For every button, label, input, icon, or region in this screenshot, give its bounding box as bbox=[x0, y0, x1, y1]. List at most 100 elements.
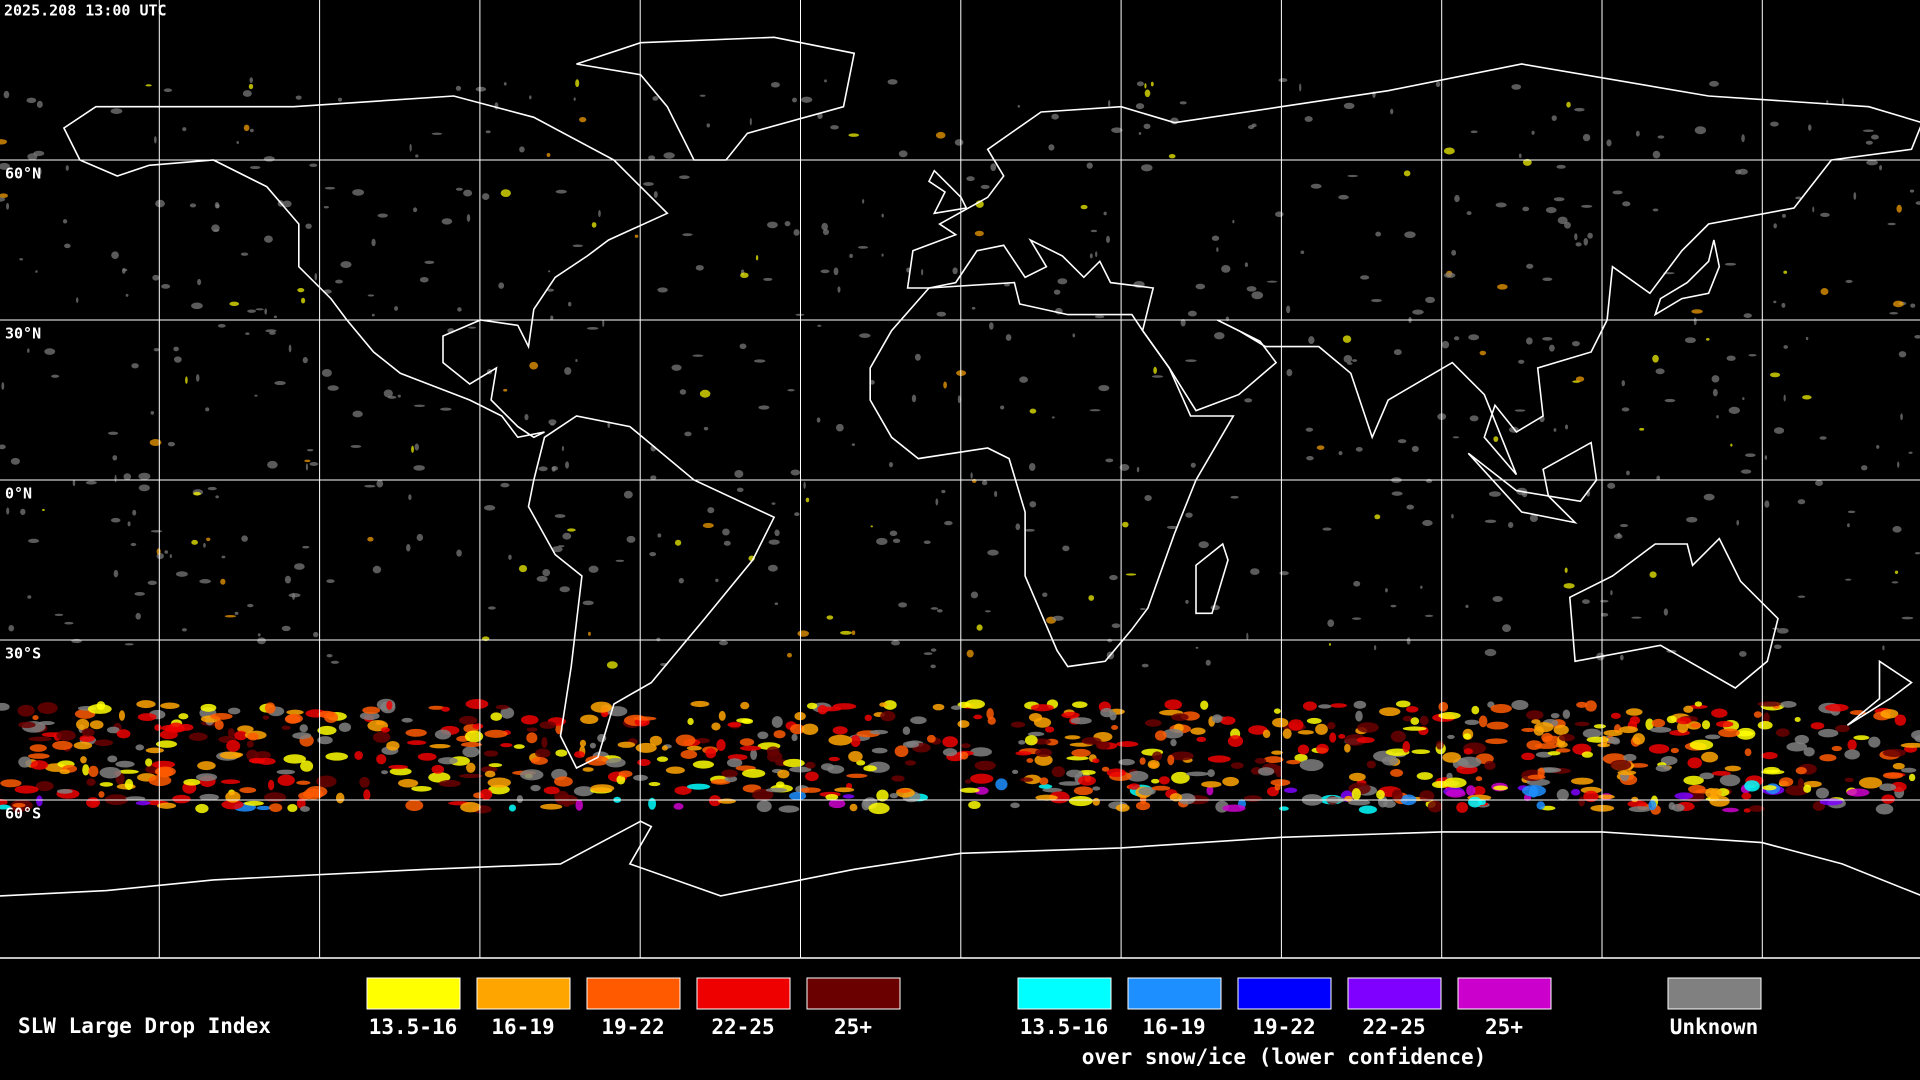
cloud-patch bbox=[994, 490, 998, 498]
cloud-patch bbox=[1, 382, 5, 390]
cloud-patch bbox=[17, 704, 35, 717]
cloud-patch bbox=[1100, 707, 1114, 718]
cloud-patch bbox=[634, 234, 639, 238]
coastline bbox=[1846, 659, 1913, 726]
cloud-patch bbox=[1254, 757, 1267, 764]
coastline bbox=[1195, 542, 1229, 615]
cloud-patch bbox=[127, 521, 131, 527]
cloud-patch bbox=[546, 288, 554, 292]
cloud-patch bbox=[1393, 349, 1402, 356]
cloud-patch bbox=[438, 779, 461, 787]
cloud-patch bbox=[1619, 523, 1629, 528]
cloud-patch bbox=[657, 533, 662, 538]
cloud-patch bbox=[539, 721, 557, 729]
cloud-patch bbox=[1803, 784, 1812, 793]
cloud-patch bbox=[1612, 190, 1623, 195]
cloud-patch bbox=[617, 741, 636, 748]
cloud-patch bbox=[1712, 770, 1731, 776]
cloud-patch bbox=[1810, 722, 1825, 730]
cloud-patch bbox=[411, 785, 432, 792]
cloud-patch bbox=[1457, 756, 1482, 768]
cloud-patch bbox=[1042, 592, 1048, 597]
cloud-patch bbox=[1797, 777, 1804, 788]
cloud-patch bbox=[302, 357, 308, 364]
coastline bbox=[1542, 441, 1598, 503]
cloud-patch bbox=[849, 253, 853, 258]
cloud-patch bbox=[503, 388, 508, 392]
coastlines bbox=[0, 36, 1920, 897]
cloud-patch bbox=[1781, 213, 1787, 218]
cloud-patch bbox=[1304, 116, 1313, 122]
cloud-patch bbox=[834, 787, 855, 793]
cloud-patch bbox=[1686, 516, 1698, 523]
cloud-patch bbox=[1574, 721, 1590, 727]
cloud-patch bbox=[377, 213, 388, 218]
cloud-patch bbox=[598, 209, 601, 218]
cloud-patch bbox=[82, 764, 90, 776]
cloud-patch bbox=[1741, 134, 1745, 143]
cloud-patch bbox=[957, 720, 970, 728]
cloud-patch bbox=[1051, 416, 1055, 419]
cloud-patch bbox=[1107, 99, 1111, 107]
cloud-patch bbox=[519, 146, 525, 153]
cloud-patch bbox=[247, 732, 259, 741]
cloud-patch bbox=[98, 791, 105, 798]
cloud-patch bbox=[335, 279, 343, 284]
cloud-patch bbox=[1844, 777, 1854, 783]
cloud-patch bbox=[635, 742, 657, 753]
cloud-patch bbox=[294, 563, 305, 570]
cloud-patch bbox=[199, 793, 220, 801]
cloud-patch bbox=[284, 714, 301, 724]
cloud-patch bbox=[1542, 735, 1562, 745]
cloud-patch bbox=[1730, 443, 1733, 447]
cloud-patch bbox=[1719, 774, 1741, 787]
cloud-patch bbox=[898, 602, 908, 608]
cloud-patch bbox=[1514, 409, 1526, 412]
cloud-patch bbox=[1453, 336, 1460, 341]
cloud-patch bbox=[1451, 249, 1457, 256]
legend-label: Unknown bbox=[1670, 1015, 1759, 1039]
cloud-patch bbox=[911, 394, 917, 403]
cloud-patch bbox=[1424, 614, 1434, 617]
cloud-patch bbox=[936, 609, 943, 613]
cloud-patch bbox=[500, 189, 511, 198]
cloud-patch bbox=[1820, 288, 1829, 296]
cloud-patch bbox=[986, 708, 994, 720]
cloud-patch bbox=[883, 700, 897, 710]
cloud-patch bbox=[1726, 355, 1736, 361]
cloud-patch bbox=[1648, 744, 1670, 754]
cloud-patch bbox=[649, 735, 663, 746]
cloud-patch bbox=[1338, 451, 1343, 456]
cloud-patch bbox=[1900, 742, 1920, 748]
cloud-patch bbox=[1744, 748, 1752, 757]
cloud-patch bbox=[1081, 737, 1102, 745]
cloud-patch bbox=[1915, 201, 1920, 205]
cloud-patch bbox=[1315, 723, 1328, 735]
cloud-patch bbox=[1251, 291, 1264, 300]
cloud-patch bbox=[56, 730, 76, 741]
cloud-patch bbox=[458, 715, 478, 725]
cloud-patch bbox=[1051, 113, 1059, 120]
cloud-patch bbox=[1495, 202, 1507, 208]
cloud-patch bbox=[795, 313, 805, 316]
cloud-patch bbox=[896, 788, 911, 793]
cloud-patch bbox=[130, 542, 137, 547]
cloud-patch bbox=[820, 269, 830, 274]
cloud-patch bbox=[1376, 789, 1385, 800]
cloud-patch bbox=[1282, 728, 1292, 739]
cloud-patch bbox=[1299, 759, 1324, 772]
cloud-patch bbox=[42, 508, 45, 512]
cloud-patch bbox=[591, 222, 597, 228]
cloud-patch bbox=[1674, 792, 1694, 800]
cloud-patch bbox=[686, 745, 702, 751]
cloud-patch bbox=[1623, 753, 1637, 762]
cloud-patch bbox=[971, 306, 976, 310]
cloud-patch bbox=[1819, 798, 1843, 806]
cloud-patch bbox=[1553, 197, 1565, 202]
cloud-patch bbox=[1744, 780, 1760, 792]
cloud-patch bbox=[1606, 139, 1612, 147]
cloud-patch bbox=[1651, 718, 1666, 728]
cloud-patch bbox=[965, 699, 985, 709]
cloud-patch bbox=[1531, 130, 1535, 135]
cloud-patch bbox=[125, 293, 129, 297]
